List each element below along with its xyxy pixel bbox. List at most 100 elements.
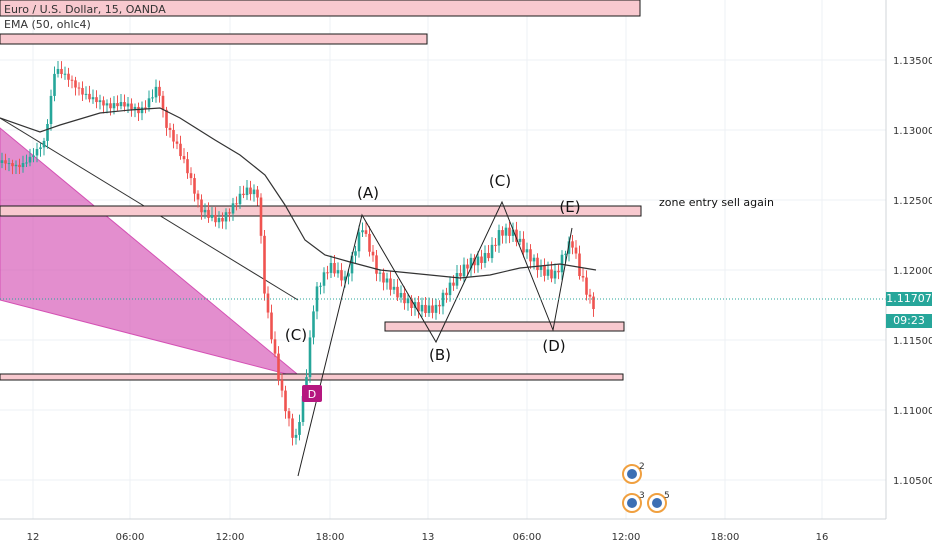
candle-body: [455, 272, 459, 286]
price-axis-bg: [886, 0, 932, 550]
current-price-tag: 1.11707: [886, 292, 932, 306]
candle-body: [147, 98, 151, 108]
candle-body: [368, 233, 371, 252]
candle-body: [284, 390, 287, 412]
flag-icon: [652, 498, 662, 508]
candle-body: [560, 254, 564, 273]
wave-label: (E): [559, 198, 580, 216]
candle-body: [326, 272, 329, 274]
candle-body: [81, 88, 84, 95]
candle-body: [347, 273, 350, 277]
resistance-zone-upper: [0, 33, 428, 45]
candle-body: [291, 418, 294, 438]
candle-body: [88, 93, 91, 100]
candle-body: [130, 103, 133, 110]
price-tick-label: 1.12500: [893, 196, 932, 207]
candle-body: [298, 422, 301, 435]
price-tick-label: 1.11000: [893, 406, 932, 417]
candle-body: [385, 278, 389, 283]
candle-body: [340, 270, 343, 281]
candle-body: [49, 95, 53, 125]
event-badge-count: 2: [639, 462, 645, 472]
candle-body: [550, 269, 553, 279]
candle-body: [140, 107, 144, 114]
flag-icon: [627, 498, 637, 508]
sell-zone: [0, 205, 642, 217]
candle-body: [133, 106, 137, 110]
candle-body: [102, 100, 105, 106]
candle-body: [567, 241, 571, 254]
candle-body: [581, 276, 585, 278]
candle-body: [53, 73, 56, 96]
candle-body: [350, 255, 354, 274]
candle-body: [476, 256, 480, 266]
time-tick-label: 18:00: [711, 532, 740, 543]
candle-body: [333, 262, 336, 274]
candle-body: [175, 141, 179, 144]
wave-label: (D): [542, 337, 565, 355]
candle-body: [392, 286, 396, 290]
candle-body: [256, 189, 259, 198]
candle-body: [585, 277, 588, 295]
candle-body: [515, 229, 518, 242]
signal-marker: [302, 385, 322, 402]
candle-body: [466, 264, 469, 269]
candle-body: [245, 187, 249, 196]
candle-body: [319, 285, 322, 287]
candle-body: [259, 197, 263, 236]
candle-body: [452, 282, 455, 286]
candle-body: [252, 189, 256, 195]
candle-body: [235, 203, 238, 205]
candle-body: [546, 269, 550, 276]
candle-body: [490, 244, 494, 259]
candle-body: [158, 86, 161, 96]
candle-body: [84, 93, 88, 95]
candle-body: [483, 252, 487, 263]
candle-body: [95, 97, 98, 103]
candle-body: [46, 124, 49, 141]
candle-body: [564, 253, 567, 255]
candle-body: [4, 160, 7, 164]
candle-body: [210, 214, 214, 218]
candle-body: [399, 292, 403, 298]
indicator-label: EMA (50, ohlc4): [4, 18, 91, 31]
candle-body: [273, 339, 277, 354]
candle-body: [228, 212, 231, 214]
candle-body: [189, 173, 193, 179]
event-badge-count: 3: [639, 491, 645, 501]
candle-body: [329, 262, 333, 273]
time-tick-label: 16: [816, 532, 829, 543]
candle-body: [77, 87, 81, 89]
candle-body: [231, 203, 235, 214]
candle-body: [343, 276, 347, 281]
candle-body: [263, 235, 266, 294]
candle-body: [165, 109, 168, 128]
candle-body: [98, 100, 102, 103]
candle-body: [270, 312, 273, 340]
candle-body: [378, 272, 382, 274]
candle-body: [434, 304, 438, 313]
time-tick-label: 06:00: [513, 532, 542, 543]
resistance-zone-top: [0, 0, 641, 17]
time-axis-bg: [0, 519, 932, 550]
candle-body: [63, 73, 67, 75]
price-tick-label: 1.12000: [893, 266, 932, 277]
candle-body: [200, 199, 203, 213]
flag-icon: [627, 469, 637, 479]
candle-body: [571, 241, 574, 248]
candle-body: [406, 298, 410, 304]
candle-body: [214, 214, 217, 223]
wave-label: (C): [489, 172, 511, 190]
support-zone: [384, 321, 625, 332]
candle-body: [112, 103, 116, 109]
candle-body: [494, 244, 497, 246]
candle-body: [242, 193, 245, 196]
candle-body: [109, 103, 112, 109]
candle-body: [277, 353, 280, 380]
candle-body: [501, 230, 504, 236]
candle-body: [144, 107, 147, 109]
candle-body: [592, 296, 595, 310]
candle-body: [431, 305, 434, 313]
candle-body: [116, 103, 119, 107]
candle-body: [410, 298, 413, 309]
